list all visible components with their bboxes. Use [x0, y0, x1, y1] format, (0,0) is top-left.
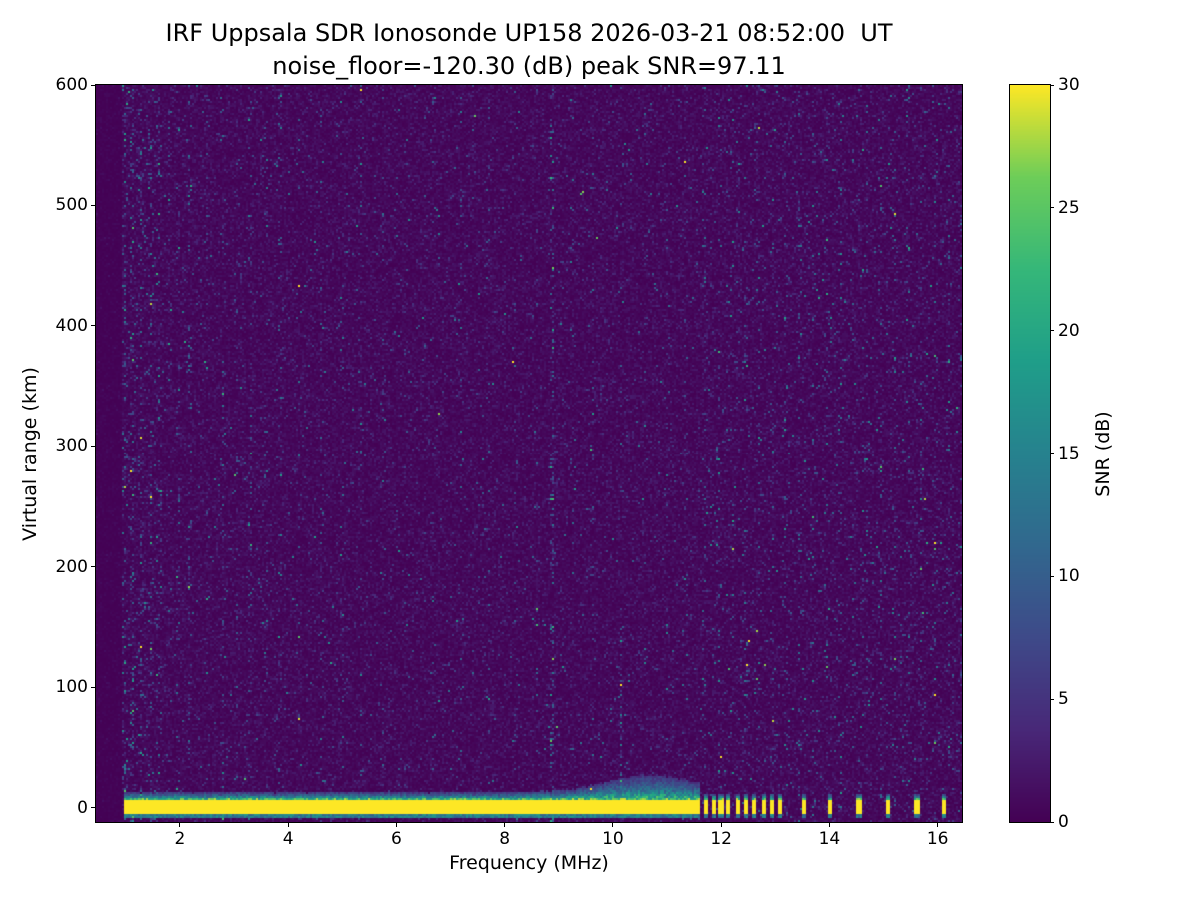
y-tick-mark — [91, 84, 95, 86]
y-tick-mark — [91, 445, 95, 447]
x-tick-mark — [179, 823, 181, 827]
colorbar-tick-mark — [1050, 84, 1054, 86]
ionogram-heatmap-canvas — [95, 84, 963, 823]
colorbar-tick-mark — [1050, 330, 1054, 332]
x-tick-label: 12 — [710, 829, 732, 849]
x-tick-mark — [612, 823, 614, 827]
colorbar-tick-label: 15 — [1058, 443, 1080, 464]
x-tick-label: 16 — [926, 829, 949, 849]
figure-title: IRF Uppsala SDR Ionosonde UP158 2026-03-… — [165, 19, 893, 47]
colorbar-label: SNR (dB) — [1092, 411, 1114, 497]
y-tick-label: 200 — [55, 556, 88, 577]
figure-subtitle: noise_floor=-120.30 (dB) peak SNR=97.11 — [272, 52, 786, 80]
y-tick-label: 500 — [55, 195, 88, 216]
x-tick-mark — [720, 823, 722, 827]
y-tick-mark — [91, 807, 95, 809]
y-tick-label: 300 — [55, 436, 88, 457]
colorbar-tick-label: 30 — [1058, 75, 1080, 95]
x-tick-label: 8 — [499, 829, 511, 849]
colorbar-tick-mark — [1050, 207, 1054, 209]
y-tick-mark — [91, 686, 95, 688]
x-tick-mark — [937, 823, 939, 827]
y-tick-label: 600 — [55, 75, 88, 95]
colorbar-tick-label: 25 — [1058, 197, 1080, 218]
colorbar-tick-label: 0 — [1058, 812, 1069, 832]
colorbar-tick-mark — [1050, 575, 1054, 577]
y-tick-mark — [91, 204, 95, 206]
colorbar-tick-mark — [1050, 821, 1054, 823]
x-tick-label: 10 — [602, 829, 624, 849]
y-tick-mark — [91, 566, 95, 568]
x-tick-mark — [395, 823, 397, 827]
colorbar-tick-mark — [1050, 698, 1054, 700]
colorbar-tick-mark — [1050, 453, 1054, 454]
colorbar-tick-label: 5 — [1058, 689, 1069, 710]
colorbar-tick-label: 10 — [1058, 566, 1080, 587]
colorbar-canvas — [1009, 84, 1051, 823]
x-tick-mark — [504, 823, 506, 827]
y-tick-label: 400 — [55, 315, 88, 336]
y-tick-mark — [91, 325, 95, 327]
x-tick-label: 14 — [818, 829, 841, 849]
x-tick-label: 6 — [390, 829, 402, 849]
y-tick-label: 100 — [55, 677, 88, 698]
colorbar-tick-label: 20 — [1058, 320, 1080, 341]
x-tick-label: 2 — [174, 829, 186, 849]
x-tick-mark — [828, 823, 830, 827]
x-axis-label: Frequency (MHz) — [449, 852, 609, 874]
x-tick-mark — [287, 823, 289, 827]
x-tick-label: 4 — [282, 829, 294, 849]
y-tick-label: 0 — [77, 797, 88, 818]
